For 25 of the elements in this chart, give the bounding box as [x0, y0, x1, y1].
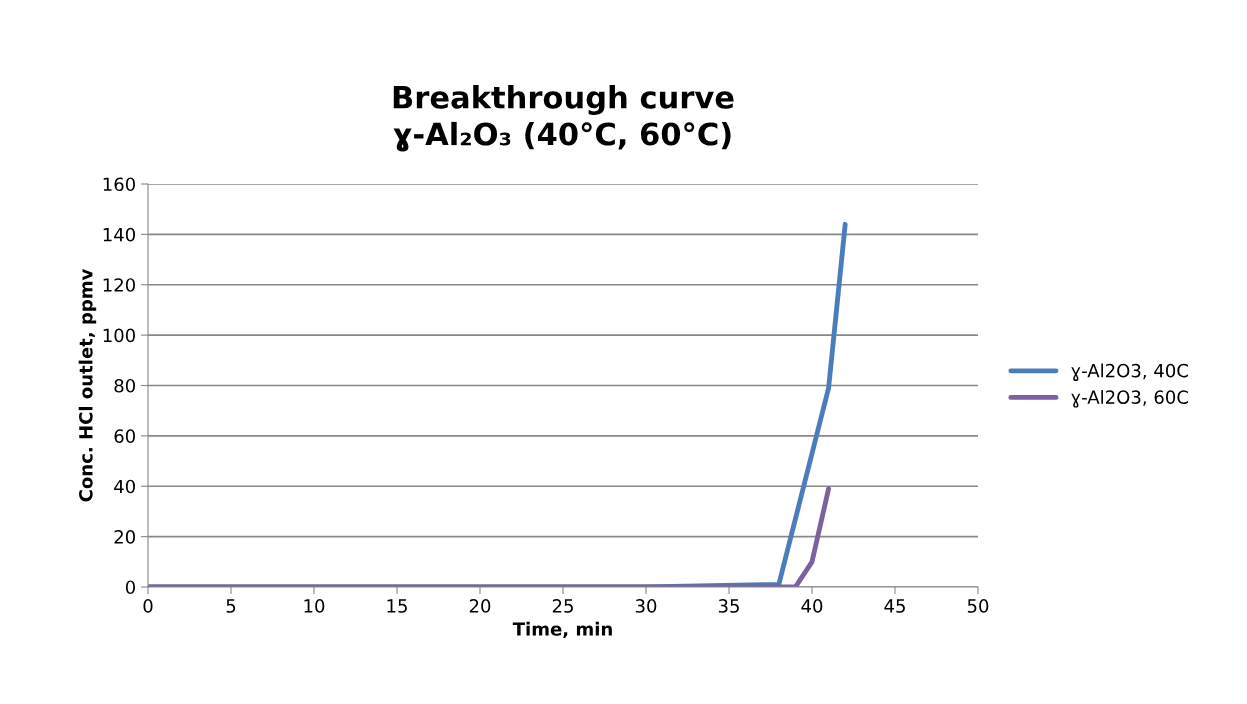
x-tick-label: 0 [143, 599, 153, 613]
x-tick-label: 30 [635, 599, 657, 613]
legend-label: ɣ-Al2O3, 60C [1071, 390, 1188, 408]
x-axis-title: Time, min [512, 621, 612, 639]
y-tick-label: 40 [114, 479, 135, 494]
y-tick-label: 140 [103, 227, 135, 242]
x-tick-label: 15 [387, 599, 407, 613]
x-tick-label: 5 [226, 599, 236, 613]
y-tick-label: 160 [103, 177, 135, 192]
x-tick-label: 40 [801, 599, 823, 613]
x-tick-label: 45 [884, 599, 905, 613]
y-tick-label: 120 [103, 278, 135, 292]
y-axis-title: Conc. HCl outlet, ppmv [78, 268, 97, 502]
x-tick-label: 20 [469, 599, 491, 613]
x-tick-label: 25 [552, 599, 573, 613]
x-tick-label: 10 [304, 599, 325, 613]
x-tick-label: 35 [718, 599, 739, 613]
y-tick-label: 0 [125, 580, 135, 595]
y-tick-label: 20 [114, 530, 135, 544]
x-tick-label: 50 [967, 599, 989, 613]
y-tick-label: 80 [114, 378, 135, 393]
y-tick-label: 60 [114, 429, 135, 443]
chart-title: Breakthrough curve ɣ-Al₂O₃ (40°C, 60°C) [393, 85, 734, 152]
legend-label: ɣ-Al2O3, 40C [1071, 363, 1188, 381]
y-tick-label: 100 [103, 328, 135, 343]
